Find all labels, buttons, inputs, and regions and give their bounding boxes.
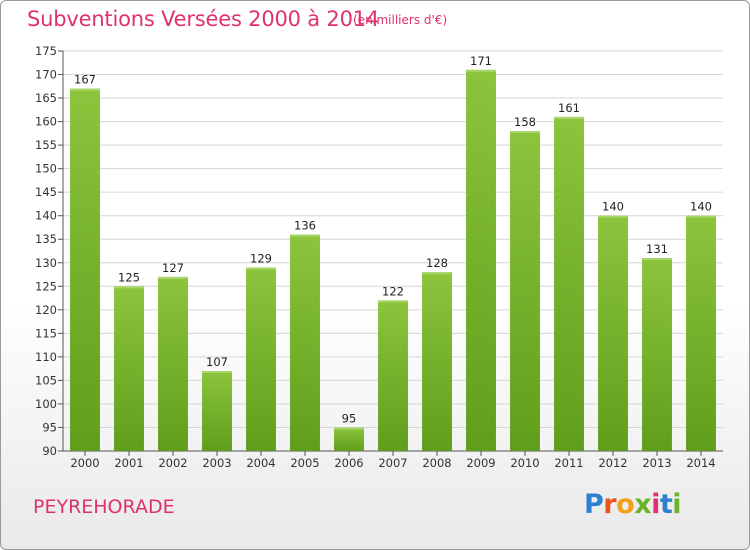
bar-highlight <box>554 116 584 119</box>
data-label: 129 <box>250 251 272 265</box>
logo-letter: r <box>603 489 617 520</box>
bar <box>246 267 276 451</box>
commune-name: PEYREHORADE <box>33 496 175 518</box>
y-tick-label: 95 <box>42 420 57 434</box>
y-tick-label: 150 <box>35 162 57 176</box>
bar-highlight <box>246 267 276 270</box>
y-tick-label: 135 <box>35 232 57 246</box>
bar-highlight <box>334 427 364 430</box>
bar <box>202 371 232 451</box>
data-label: 167 <box>74 73 96 87</box>
y-tick-label: 90 <box>42 444 57 458</box>
bar-highlight <box>642 258 672 261</box>
bar <box>334 427 364 451</box>
x-tick-label: 2011 <box>554 456 583 470</box>
y-tick-label: 140 <box>35 209 57 223</box>
x-tick-label: 2012 <box>598 456 627 470</box>
bar-highlight <box>290 234 320 237</box>
y-tick-label: 105 <box>35 373 57 387</box>
bar <box>510 131 540 451</box>
bar <box>598 215 628 451</box>
x-tick-label: 2001 <box>114 456 143 470</box>
logo-letter: o <box>616 489 635 520</box>
data-label: 122 <box>382 284 404 298</box>
bar-highlight <box>70 88 100 91</box>
labels: 167 125 127 107 129 136 95 122 128 171 158 161 140 13… <box>74 54 712 426</box>
data-label: 140 <box>602 200 624 214</box>
bar-highlight <box>686 215 716 218</box>
data-label: 136 <box>294 219 316 233</box>
x-tick-label: 2007 <box>378 456 407 470</box>
y-tick-label: 175 <box>35 44 57 58</box>
bar-highlight <box>598 215 628 218</box>
bar-highlight <box>422 272 452 275</box>
logo-letter: i <box>651 489 660 520</box>
data-label: 158 <box>514 115 536 129</box>
logo-letter: P <box>584 489 604 520</box>
bar-highlight <box>466 69 496 72</box>
bar <box>686 215 716 451</box>
y-tick-label: 155 <box>35 138 57 152</box>
bar <box>642 258 672 451</box>
chart-subtitle: (en milliers d'€) <box>353 13 448 27</box>
proxiti-logo[interactable]: Proxiti <box>584 489 682 520</box>
x-tick-label: 2004 <box>246 456 275 470</box>
data-label: 127 <box>162 261 184 275</box>
bar-highlight <box>378 300 408 303</box>
x-tick-label: 2014 <box>686 456 715 470</box>
x-tick-label: 2000 <box>70 456 99 470</box>
bar-highlight <box>114 286 144 289</box>
y-tick-label: 160 <box>35 115 57 129</box>
bar-highlight <box>158 276 188 279</box>
logo-letter: i <box>672 489 682 520</box>
y-tick-label: 145 <box>35 185 57 199</box>
x-tick-label: 2006 <box>334 456 363 470</box>
bar <box>554 116 584 451</box>
y-tick-label: 170 <box>35 68 57 82</box>
bar <box>422 272 452 451</box>
bar <box>114 286 144 451</box>
x-tick-label: 2009 <box>466 456 495 470</box>
chart-title: Subventions Versées 2000 à 2014 <box>27 7 380 31</box>
bar <box>378 300 408 451</box>
logo-letter: t <box>659 489 673 520</box>
bar-highlight <box>202 371 232 373</box>
data-label: 107 <box>206 355 228 369</box>
y-tick-label: 110 <box>35 350 57 364</box>
bar <box>290 234 320 451</box>
y-tick-label: 120 <box>35 303 57 317</box>
y-tick-label: 165 <box>35 91 57 105</box>
data-label: 161 <box>558 101 580 115</box>
data-label: 125 <box>118 270 140 284</box>
x-tick-label: 2005 <box>290 456 319 470</box>
bar <box>70 88 100 451</box>
data-label: 131 <box>646 242 668 256</box>
data-label: 140 <box>690 200 712 214</box>
bars <box>70 69 716 451</box>
bar <box>158 276 188 451</box>
data-label: 95 <box>342 411 357 425</box>
y-tick-label: 115 <box>35 326 57 340</box>
x-tick-label: 2002 <box>158 456 187 470</box>
x-tick-label: 2008 <box>422 456 451 470</box>
x-tick-label: 2010 <box>510 456 539 470</box>
y-tick-label: 130 <box>35 256 57 270</box>
data-label: 128 <box>426 256 448 270</box>
bar <box>466 69 496 451</box>
bar-highlight <box>510 131 540 133</box>
x-tick-label: 2003 <box>202 456 231 470</box>
x-tick-label: 2013 <box>642 456 671 470</box>
y-tick-label: 100 <box>35 397 57 411</box>
logo-letter: x <box>634 489 652 520</box>
y-tick-label: 125 <box>35 279 57 293</box>
data-label: 171 <box>470 54 492 68</box>
